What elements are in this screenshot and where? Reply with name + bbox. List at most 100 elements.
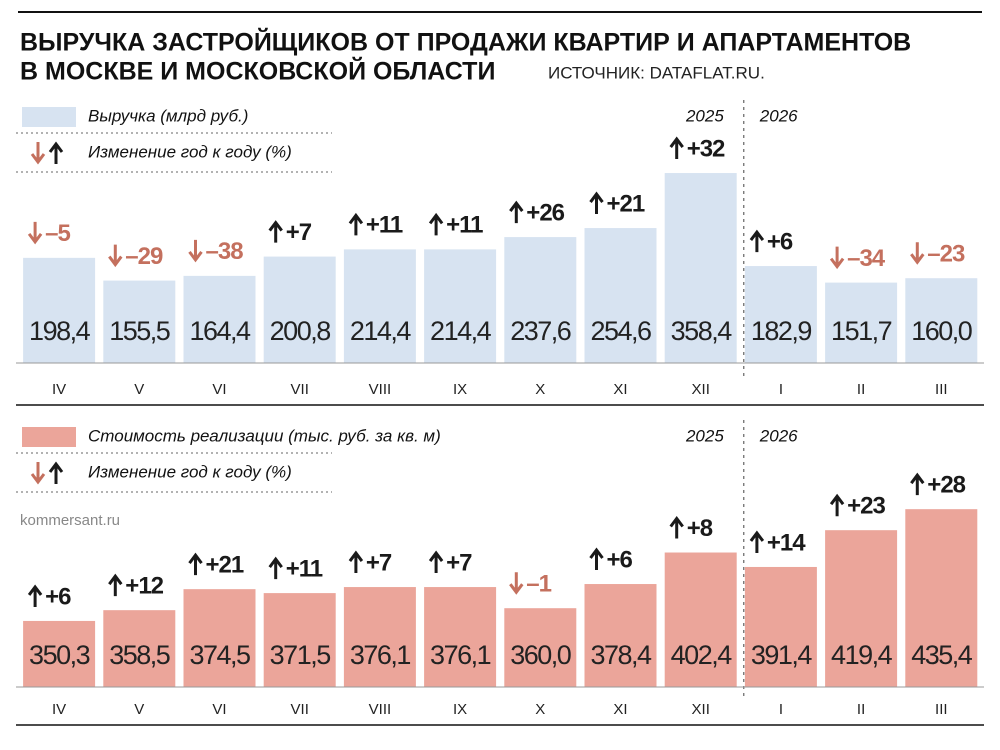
x-tick-label: X — [535, 381, 545, 398]
bar — [744, 266, 817, 363]
bar — [664, 173, 737, 363]
watermark: kommersant.ru — [20, 512, 120, 529]
x-tick-label: IX — [453, 381, 467, 398]
change-arrow — [749, 530, 765, 553]
legend-label: Стоимость реализации (тыс. руб. за кв. м… — [88, 426, 441, 445]
bar-value: 419,4 — [831, 640, 893, 670]
change-label: –38 — [206, 238, 244, 265]
change-arrow — [589, 191, 604, 215]
bar — [584, 228, 657, 363]
bar — [183, 275, 256, 363]
bar-value: 374,5 — [189, 640, 250, 670]
change-arrow — [749, 229, 765, 253]
bar-value: 435,4 — [911, 640, 973, 670]
change-label: +6 — [767, 228, 793, 255]
change-arrow — [48, 141, 64, 164]
bar — [263, 256, 336, 363]
source: ИСТОЧНИК: DATAFLAT.RU. — [548, 63, 765, 82]
change-label: +11 — [286, 555, 323, 582]
change-label: +12 — [125, 573, 163, 600]
change-arrow — [188, 552, 203, 576]
x-tick-label: VII — [291, 381, 309, 398]
change-arrow — [348, 212, 364, 236]
x-tick-label: II — [857, 381, 865, 398]
bar-value: 254,6 — [590, 316, 651, 346]
change-arrow — [669, 516, 684, 539]
change-label: +23 — [847, 493, 885, 520]
change-arrow — [428, 550, 444, 574]
bar-value: 376,1 — [350, 640, 411, 670]
change-arrow — [27, 584, 43, 607]
bar-value: 378,4 — [590, 640, 652, 670]
change-arrow — [589, 547, 604, 571]
bar — [263, 593, 336, 687]
change-label: +8 — [687, 515, 713, 542]
bar-value: 198,4 — [29, 316, 91, 346]
x-tick-label: V — [134, 381, 144, 398]
bar-value: 360,0 — [510, 640, 571, 670]
bar — [584, 584, 657, 687]
x-tick-label: VI — [212, 701, 226, 718]
bar — [905, 278, 978, 363]
year-label: 2025 — [685, 426, 724, 445]
bar-value: 214,4 — [350, 316, 412, 346]
bar-value: 182,9 — [751, 316, 812, 346]
change-arrow — [48, 461, 64, 484]
year-label: 2026 — [759, 106, 798, 125]
bar-value: 371,5 — [270, 640, 331, 670]
bar — [183, 589, 256, 687]
change-arrow — [30, 142, 46, 165]
change-label: +21 — [607, 190, 645, 217]
x-tick-label: III — [935, 701, 948, 718]
x-tick-label: XI — [613, 701, 627, 718]
bar — [23, 257, 96, 363]
change-arrow — [348, 550, 364, 574]
bar — [905, 509, 978, 687]
change-label: +7 — [446, 549, 472, 576]
x-tick-label: X — [535, 701, 545, 718]
change-arrow — [188, 239, 203, 263]
bar-value: 151,7 — [831, 316, 892, 346]
change-label: +14 — [767, 529, 806, 556]
bar-value: 164,4 — [189, 316, 251, 346]
change-label: +26 — [526, 199, 564, 226]
bar-value: 391,4 — [751, 640, 813, 670]
x-tick-label: XII — [692, 701, 710, 718]
bar-value: 358,5 — [109, 640, 170, 670]
bar — [825, 282, 898, 363]
x-tick-label: VIII — [369, 381, 392, 398]
change-label: –29 — [125, 243, 163, 270]
x-tick-label: I — [779, 701, 783, 718]
legend-swatch — [22, 427, 76, 447]
legend-label: Изменение год к году (%) — [88, 462, 292, 481]
legend-swatch — [22, 107, 76, 127]
bar — [664, 552, 737, 687]
bar-value: 376,1 — [430, 640, 491, 670]
change-arrow — [829, 246, 845, 270]
bar-value: 155,5 — [109, 316, 170, 346]
change-label: –23 — [927, 241, 965, 268]
change-arrow — [669, 136, 684, 160]
year-label: 2026 — [759, 426, 798, 445]
change-arrow — [910, 472, 925, 496]
bar-value: 200,8 — [270, 316, 331, 346]
change-arrow — [428, 212, 444, 236]
bar-value: 350,3 — [29, 640, 90, 670]
bar — [103, 280, 176, 363]
change-arrow — [268, 556, 283, 580]
change-label: +21 — [206, 552, 244, 579]
change-arrow — [108, 244, 123, 268]
change-label: +6 — [607, 546, 633, 573]
bar-value: 237,6 — [510, 316, 571, 346]
x-tick-label: V — [134, 701, 144, 718]
x-tick-label: VI — [212, 381, 226, 398]
x-tick-label: I — [779, 381, 783, 398]
change-label: +11 — [446, 212, 483, 239]
change-label: +28 — [927, 472, 965, 499]
change-arrow — [108, 573, 123, 597]
change-label: +6 — [45, 583, 71, 610]
legend-label: Изменение год к году (%) — [88, 142, 292, 161]
change-arrow — [30, 462, 46, 485]
change-arrow — [27, 221, 43, 245]
bar — [504, 608, 577, 687]
